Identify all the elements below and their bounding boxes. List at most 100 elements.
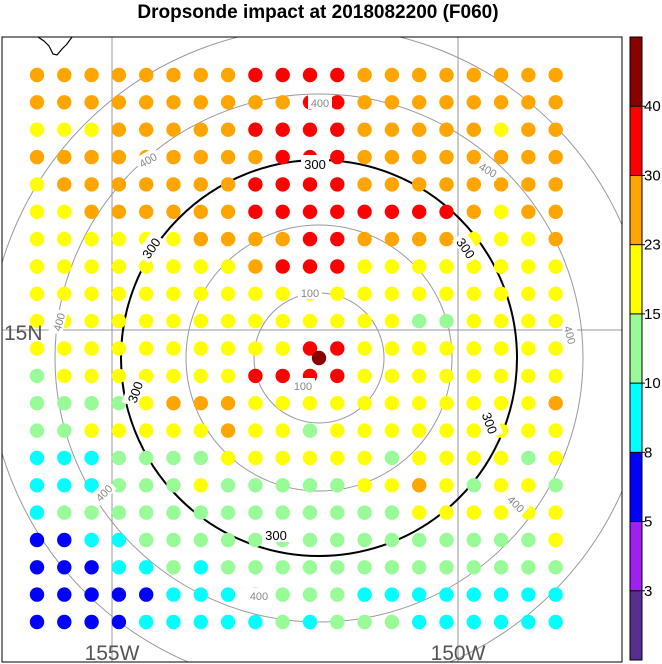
dropsonde-point: [248, 423, 263, 438]
dropsonde-point: [548, 478, 563, 493]
dropsonde-point: [193, 95, 208, 110]
dropsonde-point: [84, 532, 99, 548]
dropsonde-point: [357, 67, 372, 83]
dropsonde-point: [84, 259, 99, 274]
dropsonde-point: [357, 614, 372, 630]
dropsonde-point: [111, 341, 127, 356]
dropsonde-point: [29, 532, 45, 548]
dropsonde-point: [275, 341, 290, 356]
dropsonde-point: [548, 614, 563, 630]
dropsonde-point: [493, 177, 509, 192]
dropsonde-point: [412, 177, 427, 192]
dropsonde-point: [275, 286, 290, 301]
dropsonde-point: [330, 313, 345, 329]
dropsonde-point: [193, 177, 208, 192]
ring-label-thick: 300: [304, 157, 326, 172]
colorbar-segment: [630, 175, 642, 245]
dropsonde-point: [166, 341, 181, 356]
dropsonde-point: [139, 587, 154, 602]
dropsonde-point: [193, 505, 208, 520]
dropsonde-point: [330, 532, 345, 548]
dropsonde-point: [466, 532, 481, 548]
dropsonde-point: [439, 286, 454, 301]
dropsonde-point: [357, 149, 372, 165]
dropsonde-point: [29, 396, 45, 411]
dropsonde-point: [548, 67, 563, 83]
dropsonde-point: [439, 532, 454, 548]
dropsonde-point: [139, 560, 154, 575]
dropsonde-point: [466, 368, 481, 384]
dropsonde-point: [57, 122, 72, 137]
dropsonde-point: [29, 450, 45, 466]
dropsonde-point: [357, 122, 372, 137]
dropsonde-point: [493, 560, 509, 575]
dropsonde-point: [29, 368, 45, 384]
dropsonde-point: [220, 204, 236, 219]
dropsonde-point: [384, 478, 400, 493]
dropsonde-point: [466, 286, 481, 301]
dropsonde-point: [193, 396, 208, 411]
dropsonde-point: [384, 396, 400, 411]
dropsonde-point: [521, 122, 536, 137]
ring-label-bg: [135, 231, 165, 264]
dropsonde-point: [220, 396, 236, 411]
dropsonde-point: [193, 450, 208, 466]
ring-label-bg: [89, 478, 117, 506]
dropsonde-point: [521, 313, 536, 329]
dropsonde-point: [111, 368, 127, 384]
dropsonde-point: [139, 341, 154, 356]
ring-label-bg: [478, 406, 504, 439]
ring-label-thin: 400: [52, 312, 68, 333]
dropsonde-point: [521, 95, 536, 110]
range-ring-400: [54, 93, 584, 623]
dropsonde-point: [139, 313, 154, 329]
dropsonde-point: [248, 177, 263, 192]
dropsonde-point: [439, 396, 454, 411]
dropsonde-point: [439, 95, 454, 110]
dropsonde-point: [220, 259, 236, 274]
dropsonde-point: [439, 313, 454, 329]
dropsonde-point: [166, 231, 181, 247]
dropsonde-point: [466, 478, 481, 493]
dropsonde-point: [57, 478, 72, 493]
dropsonde-point: [384, 259, 400, 274]
dropsonde-point: [384, 149, 400, 165]
dropsonde-point: [548, 204, 563, 219]
dropsonde-point: [302, 423, 318, 438]
dropsonde-point: [466, 259, 481, 274]
colorbar-tick-label: 40: [644, 98, 661, 115]
dropsonde-point: [493, 450, 509, 466]
dropsonde-point: [29, 95, 45, 110]
dropsonde-point: [412, 587, 427, 602]
dropsonde-point: [521, 286, 536, 301]
dropsonde-point: [493, 396, 509, 411]
dropsonde-point: [330, 177, 345, 192]
dropsonde-point: [302, 67, 318, 83]
dropsonde-point: [439, 560, 454, 575]
dropsonde-point: [275, 368, 290, 384]
dropsonde-point: [111, 587, 127, 602]
dropsonde-point: [248, 231, 263, 247]
dropsonde-point: [412, 532, 427, 548]
colorbar-tick-label: 23: [644, 237, 661, 254]
ring-label-bg: [503, 489, 531, 517]
dropsonde-point: [384, 423, 400, 438]
colorbar-segment: [630, 106, 642, 176]
dropsonde-point: [29, 341, 45, 356]
dropsonde-point: [548, 341, 563, 356]
dropsonde-point: [166, 368, 181, 384]
dropsonde-point: [493, 286, 509, 301]
dropsonde-point: [439, 478, 454, 493]
dropsonde-point: [248, 259, 263, 274]
dropsonde-point: [220, 122, 236, 137]
dropsonde-point: [166, 286, 181, 301]
dropsonde-point: [548, 505, 563, 520]
dropsonde-point: [57, 368, 72, 384]
colorbar-tick-label: 8: [644, 444, 652, 461]
dropsonde-point: [166, 259, 181, 274]
dropsonde-point: [248, 396, 263, 411]
dropsonde-point: [412, 259, 427, 274]
ring-label-bg: [474, 157, 503, 182]
dropsonde-point: [384, 341, 400, 356]
